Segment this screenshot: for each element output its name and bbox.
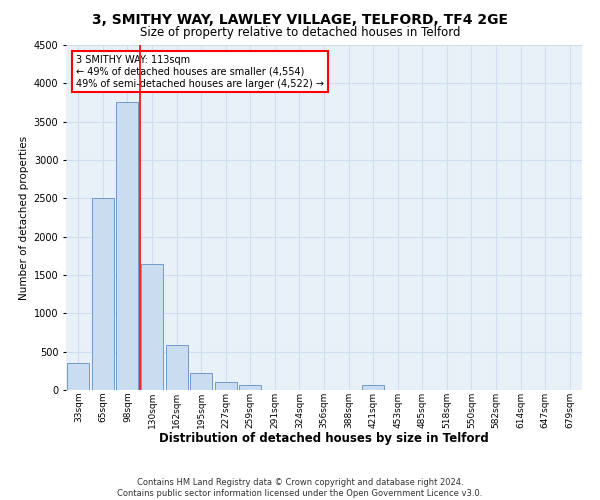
Bar xyxy=(239,386,262,390)
Bar xyxy=(362,386,384,390)
Bar xyxy=(215,382,237,390)
Text: 3 SMITHY WAY: 113sqm
← 49% of detached houses are smaller (4,554)
49% of semi-de: 3 SMITHY WAY: 113sqm ← 49% of detached h… xyxy=(76,56,325,88)
Text: 3, SMITHY WAY, LAWLEY VILLAGE, TELFORD, TF4 2GE: 3, SMITHY WAY, LAWLEY VILLAGE, TELFORD, … xyxy=(92,12,508,26)
Bar xyxy=(141,264,163,390)
Bar xyxy=(166,345,188,390)
Bar xyxy=(92,198,114,390)
Bar xyxy=(190,373,212,390)
X-axis label: Distribution of detached houses by size in Telford: Distribution of detached houses by size … xyxy=(159,432,489,445)
Bar xyxy=(116,102,139,390)
Y-axis label: Number of detached properties: Number of detached properties xyxy=(19,136,29,300)
Text: Contains HM Land Registry data © Crown copyright and database right 2024.
Contai: Contains HM Land Registry data © Crown c… xyxy=(118,478,482,498)
Bar xyxy=(67,363,89,390)
Text: Size of property relative to detached houses in Telford: Size of property relative to detached ho… xyxy=(140,26,460,39)
